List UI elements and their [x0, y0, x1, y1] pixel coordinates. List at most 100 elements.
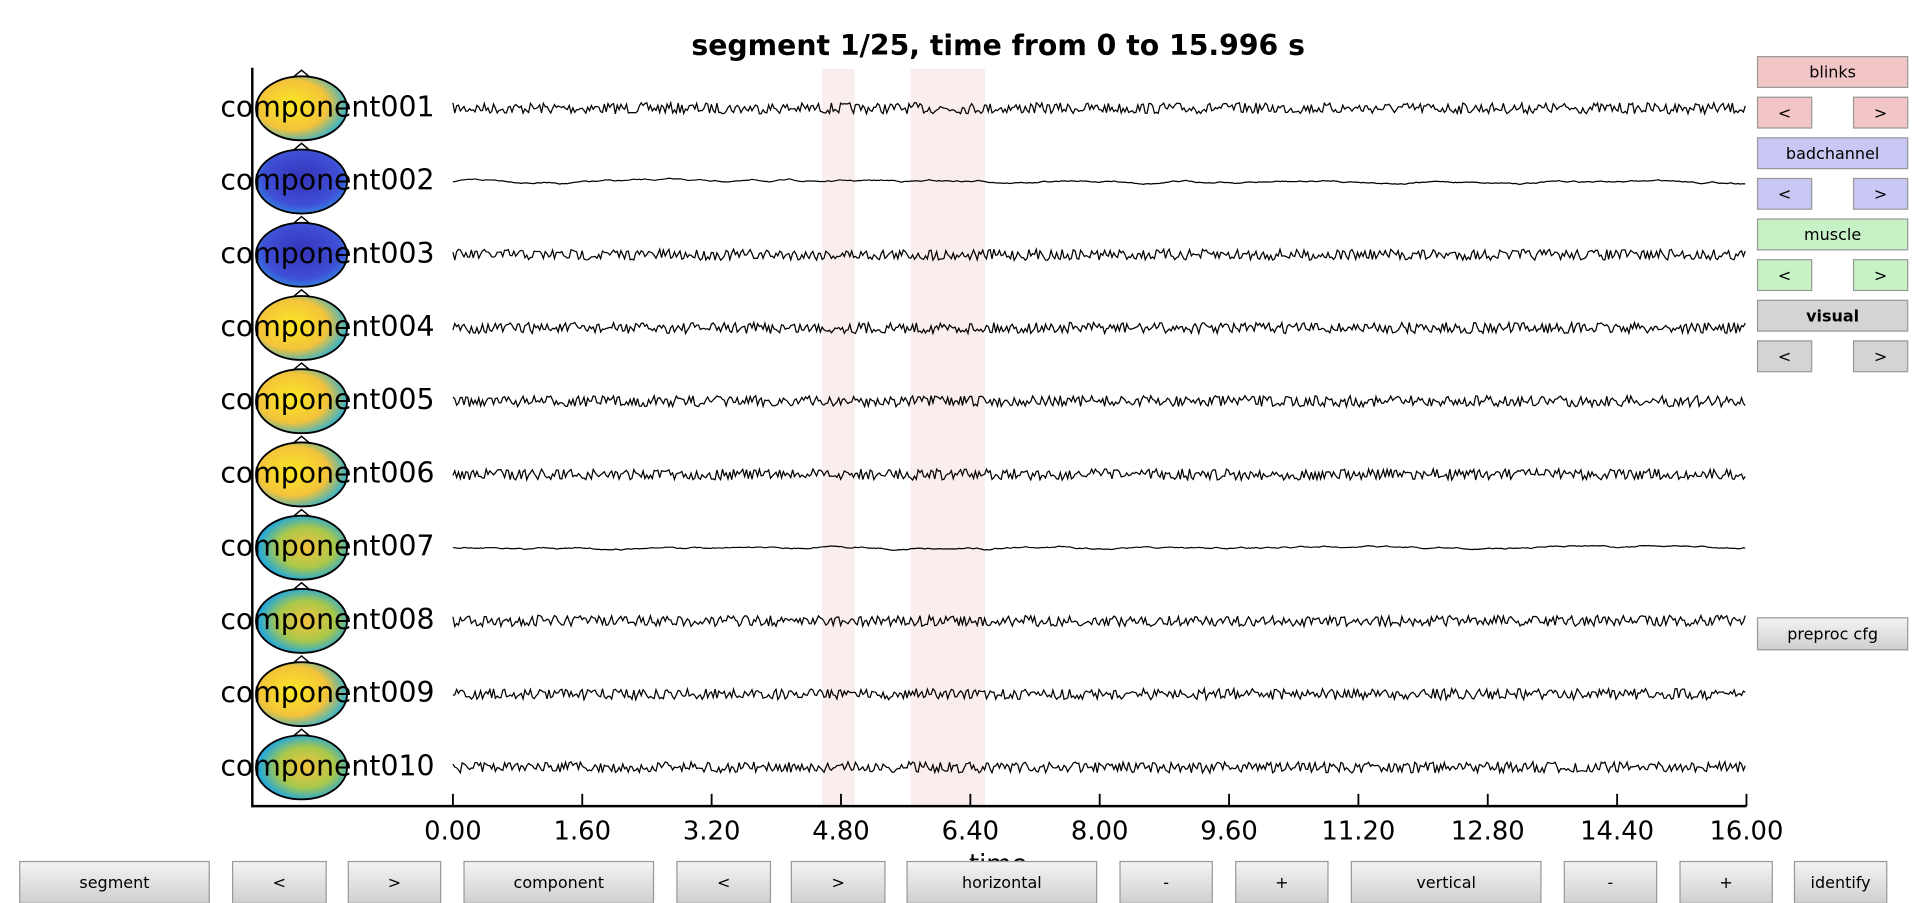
x-tick-label: 12.80 — [1451, 816, 1525, 846]
topo-nose — [293, 215, 310, 224]
control-button[interactable] — [347, 860, 442, 903]
control-button[interactable] — [1563, 860, 1658, 903]
next-artifact-button[interactable] — [1852, 177, 1909, 210]
next-artifact-button[interactable] — [1852, 340, 1909, 373]
trace — [452, 466, 1746, 483]
artifact-button[interactable] — [1756, 218, 1909, 251]
prev-artifact-button-label[interactable]: < — [1778, 185, 1791, 204]
channel-label: component006 — [220, 456, 434, 489]
control-button-label[interactable]: < — [273, 873, 286, 892]
control-button[interactable] — [463, 860, 655, 903]
preproc-button-label[interactable]: preproc cfg — [1787, 625, 1878, 644]
next-artifact-button-label[interactable]: > — [1874, 347, 1887, 366]
control-button[interactable] — [906, 860, 1098, 903]
control-button-label[interactable]: component — [514, 873, 604, 892]
control-button[interactable] — [232, 860, 327, 903]
control-button-label[interactable]: horizontal — [962, 873, 1042, 892]
artifact-button-label[interactable]: muscle — [1804, 225, 1861, 244]
artifact-button[interactable] — [1756, 299, 1909, 332]
trace — [452, 100, 1746, 116]
trace — [452, 613, 1746, 629]
x-tick-label: 1.60 — [554, 816, 612, 846]
next-artifact-button-label[interactable]: > — [1874, 185, 1887, 204]
control-button[interactable] — [19, 860, 210, 903]
topography — [255, 734, 348, 801]
topo-nose — [293, 435, 310, 444]
artifact-region — [910, 68, 985, 805]
control-button[interactable] — [790, 860, 886, 903]
next-artifact-button-label[interactable]: > — [1874, 103, 1887, 122]
trace — [452, 544, 1746, 551]
control-button-label[interactable]: < — [717, 873, 730, 892]
x-tick-label: 8.00 — [1071, 816, 1129, 846]
x-tick-label: 16.00 — [1709, 816, 1783, 846]
title: segment 1/25, time from 0 to 15.996 s — [691, 29, 1305, 62]
x-tick-label: 14.40 — [1580, 816, 1654, 846]
prev-artifact-button[interactable] — [1756, 340, 1813, 373]
control-button-label[interactable]: + — [1719, 873, 1732, 892]
artifact-button-label[interactable]: blinks — [1809, 63, 1856, 82]
prev-artifact-button[interactable] — [1756, 177, 1813, 210]
topography — [255, 368, 348, 435]
channel-label: component008 — [220, 603, 434, 636]
control-button[interactable] — [1119, 860, 1213, 903]
x-tick-label: 11.20 — [1321, 816, 1395, 846]
control-button-label[interactable]: segment — [79, 873, 149, 892]
trace — [452, 759, 1746, 775]
channel-label: component004 — [220, 310, 434, 343]
artifact-region — [822, 68, 855, 805]
artifact-button-label[interactable]: visual — [1806, 306, 1859, 325]
prev-artifact-button[interactable] — [1756, 96, 1813, 129]
channel-label: component001 — [220, 90, 434, 123]
topo-nose — [293, 288, 310, 297]
x-tick-label: 3.20 — [683, 816, 741, 846]
channel-label: component010 — [220, 749, 434, 782]
control-button-label[interactable]: - — [1608, 873, 1614, 892]
prev-artifact-button-label[interactable]: < — [1778, 266, 1791, 285]
prev-artifact-button-label[interactable]: < — [1778, 103, 1791, 122]
prev-artifact-button-label[interactable]: < — [1778, 347, 1791, 366]
control-button-label[interactable]: > — [388, 873, 401, 892]
artifact-button[interactable] — [1756, 137, 1909, 170]
topography — [255, 441, 348, 508]
trace — [452, 247, 1746, 263]
control-button-label[interactable]: - — [1163, 873, 1169, 892]
topo-nose — [293, 362, 310, 370]
preproc-button[interactable] — [1756, 617, 1909, 651]
topo-nose — [293, 69, 310, 77]
control-button[interactable] — [1235, 860, 1329, 903]
channel-label: component002 — [220, 164, 434, 197]
topo-nose — [293, 508, 310, 517]
control-button[interactable] — [1793, 860, 1888, 903]
channel-label: component005 — [220, 383, 434, 416]
next-artifact-button[interactable] — [1852, 96, 1909, 129]
topo-nose — [293, 581, 310, 590]
artifact-button[interactable] — [1756, 55, 1909, 88]
artifact-button-label[interactable]: badchannel — [1786, 144, 1879, 163]
control-button[interactable] — [676, 860, 772, 903]
control-button-label[interactable]: identify — [1811, 873, 1871, 892]
trace — [452, 320, 1746, 336]
x-tick-label: 9.60 — [1200, 816, 1258, 846]
channel-label: component009 — [220, 676, 434, 709]
topography — [255, 148, 348, 215]
control-button[interactable] — [1350, 860, 1542, 903]
topography — [255, 661, 348, 728]
topography — [255, 221, 348, 288]
control-button[interactable] — [1679, 860, 1773, 903]
trace — [452, 393, 1746, 410]
next-artifact-button-label[interactable]: > — [1874, 266, 1887, 285]
next-artifact-button[interactable] — [1852, 259, 1909, 292]
control-button-label[interactable]: > — [831, 873, 844, 892]
topo-nose — [293, 655, 310, 663]
control-button-label[interactable]: + — [1275, 873, 1288, 892]
channel-label: component007 — [220, 530, 434, 563]
topography — [255, 587, 348, 654]
topo-nose — [293, 728, 310, 736]
x-tick-label: 6.40 — [942, 816, 1000, 846]
control-button-label[interactable]: vertical — [1416, 873, 1476, 892]
x-tick-label: 4.80 — [812, 816, 870, 846]
prev-artifact-button[interactable] — [1756, 259, 1813, 292]
